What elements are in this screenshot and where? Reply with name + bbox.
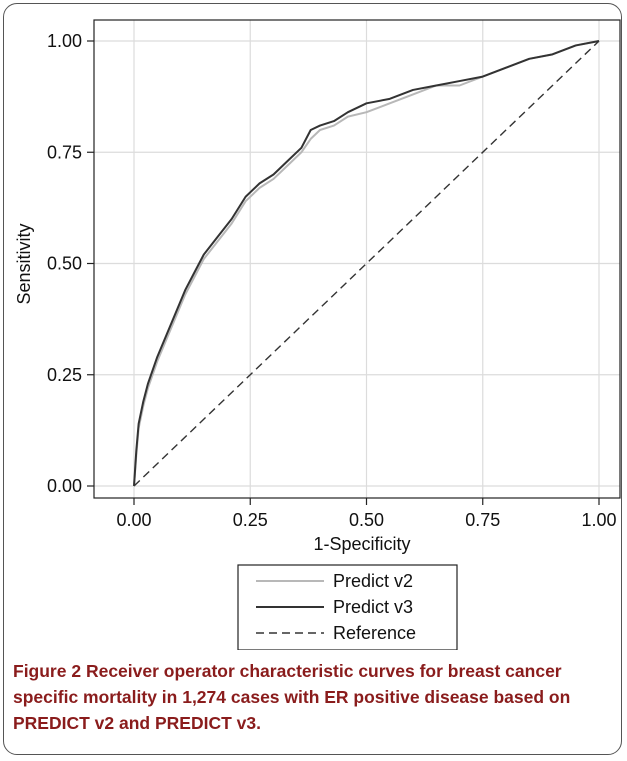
series-line-reference (133, 40, 600, 487)
series-line-predict-v2 (133, 40, 600, 487)
roc-chart: 0.00 0.25 0.50 0.75 1.00 0.00 0.25 0.50 0.75 1.00… (14, 19, 621, 650)
y-tick-label: 1.00 (47, 31, 82, 51)
plot-frame (93, 19, 621, 499)
legend: Predict v2 Predict v3 Reference (237, 564, 458, 650)
plot-area (133, 40, 600, 487)
figure-caption: Figure 2 Receiver operator characteristi… (13, 658, 613, 736)
x-tick-label: 0.50 (349, 510, 384, 530)
y-tick-label: 0.50 (47, 254, 82, 274)
y-tick-label: 0.75 (47, 142, 82, 162)
x-tick-label: 1.00 (581, 510, 616, 530)
legend-label: Predict v2 (333, 571, 413, 591)
axes: 0.00 0.25 0.50 0.75 1.00 0.00 0.25 0.50 0.75 1.00… (14, 19, 621, 554)
legend-label: Reference (333, 623, 416, 643)
x-axis-title: 1-Specificity (313, 534, 410, 554)
y-axis-title: Sensitivity (14, 223, 34, 304)
figure-caption-text: Receiver operator characteristic curves … (13, 661, 571, 733)
legend-label: Predict v3 (333, 597, 413, 617)
grid (94, 20, 620, 498)
series-line-predict-v3 (133, 40, 600, 487)
x-tick-label: 0.25 (233, 510, 268, 530)
y-tick-label: 0.00 (47, 476, 82, 496)
x-tick-label: 0.75 (465, 510, 500, 530)
y-tick-label: 0.25 (47, 365, 82, 385)
x-tick-label: 0.00 (116, 510, 151, 530)
figure-label: Figure 2 (13, 661, 82, 681)
